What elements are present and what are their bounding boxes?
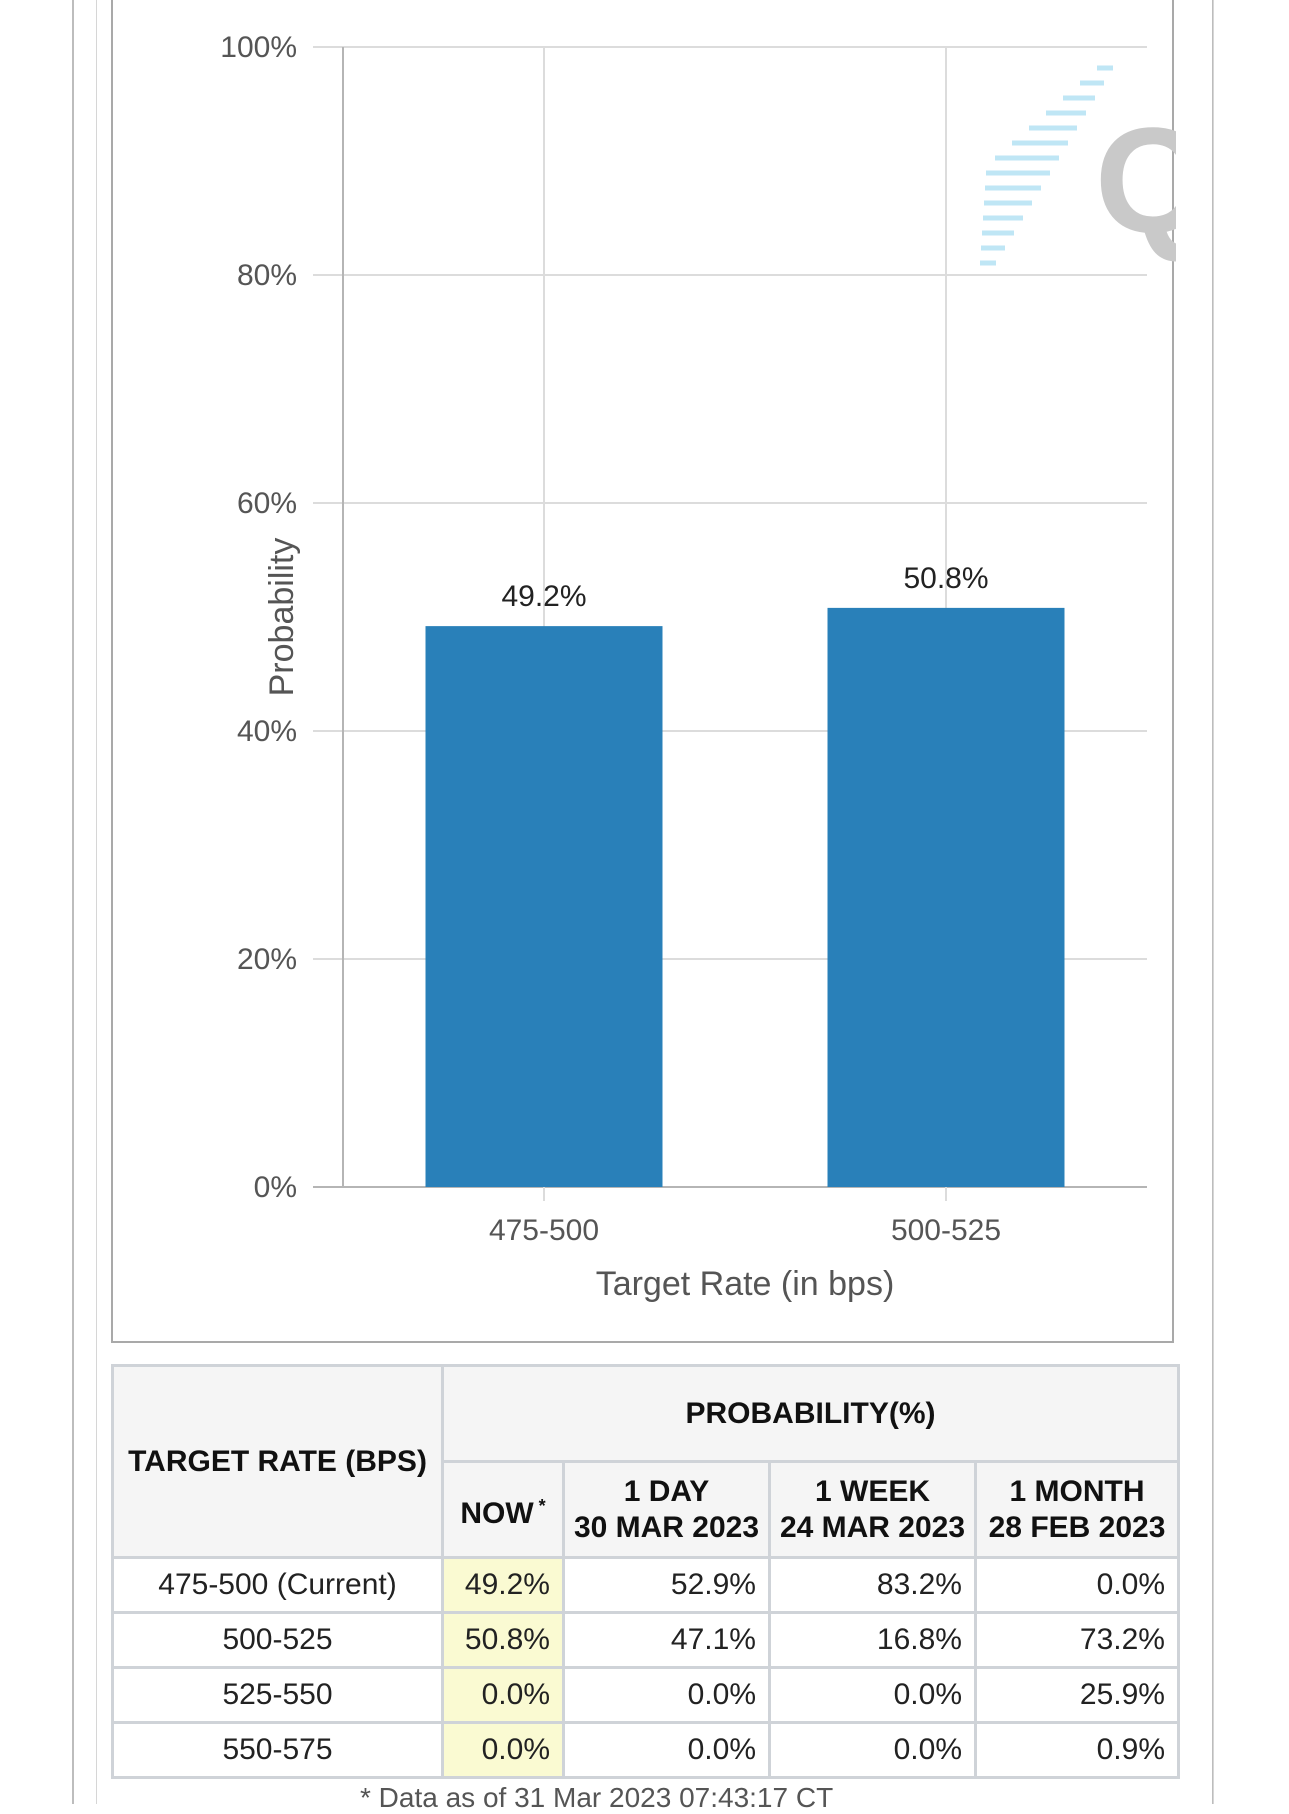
data-timestamp-footnote: * Data as of 31 Mar 2023 07:43:17 CT — [360, 1782, 834, 1813]
column-header-label: NOW — [460, 1496, 534, 1530]
y-tick-label: 0% — [254, 1171, 297, 1204]
bar-500-525 — [827, 607, 1065, 1187]
target-rate-cell: 475-500 (Current) — [111, 1556, 444, 1614]
table-row: 550-575 0.0% 0.0% 0.0% 0.9% — [111, 1721, 1180, 1779]
column-header-label: 1 WEEK — [814, 1474, 931, 1508]
y-tick-label: 40% — [237, 715, 297, 748]
x-axis-title: Target Rate (in bps) — [596, 1265, 895, 1303]
column-header: 1 DAY 30 MAR 2023 — [562, 1460, 771, 1559]
column-header: NOW * — [441, 1460, 565, 1559]
probability-cell: 47.1% — [562, 1611, 771, 1669]
probability-cell: 0.0% — [768, 1666, 977, 1724]
column-header-date: 28 FEB 2023 — [988, 1510, 1166, 1544]
probability-cell: 0.9% — [974, 1721, 1180, 1779]
y-tick-label: 60% — [237, 487, 297, 520]
probability-cell: 73.2% — [974, 1611, 1180, 1669]
x-tick-label: 500-525 — [891, 1214, 1001, 1247]
probability-cell: 0.0% — [768, 1721, 977, 1779]
y-tick-label: 100% — [220, 31, 297, 64]
probability-cell: 0.0% — [562, 1721, 771, 1779]
quikstrike-q-logo-icon: Q — [980, 65, 1176, 266]
probability-header: PROBABILITY(%) — [441, 1364, 1180, 1463]
probability-table: TARGET RATE (BPS) PROBABILITY(%) NOW * 1 … — [111, 1364, 1180, 1779]
y-axis-title: Probability — [263, 538, 301, 697]
probability-cell: 83.2% — [768, 1556, 977, 1614]
target-rate-cell: 500-525 — [111, 1611, 444, 1669]
x-tick-label: 475-500 — [489, 1214, 599, 1247]
table-row: 500-525 50.8% 47.1% 16.8% 73.2% — [111, 1611, 1180, 1669]
column-header: 1 WEEK 24 MAR 2023 — [768, 1460, 977, 1559]
probability-cell: 0.0% — [974, 1556, 1180, 1614]
bar-475-500 — [425, 626, 663, 1187]
probability-bar-chart: 0% 20% 40% 60% 80% 100% Q 49.2% 475-500 50.8% 500-… — [220, 31, 1176, 1303]
table-row: 475-500 (Current) 49.2% 52.9% 83.2% 0.0% — [111, 1556, 1180, 1614]
table-row: 525-550 0.0% 0.0% 0.0% 25.9% — [111, 1666, 1180, 1724]
target-rate-header: TARGET RATE (BPS) — [111, 1364, 444, 1559]
y-tick-label: 20% — [237, 943, 297, 976]
column-header-label: 1 DAY — [623, 1474, 710, 1508]
now-probability-cell: 50.8% — [441, 1611, 565, 1669]
probability-cell: 25.9% — [974, 1666, 1180, 1724]
column-header-label: 1 MONTH — [1009, 1474, 1145, 1508]
inner-frame — [96, 0, 1214, 1804]
bar-data-label: 50.8% — [903, 562, 988, 595]
probability-cell: 16.8% — [768, 1611, 977, 1669]
column-header: 1 MONTH 28 FEB 2023 — [974, 1460, 1180, 1559]
probability-cell: 0.0% — [562, 1666, 771, 1724]
target-rate-cell: 525-550 — [111, 1666, 444, 1724]
chart-panel: 0% 20% 40% 60% 80% 100% Q 49.2% 475-500 50.8% 500-… — [111, 0, 1176, 1343]
probability-table-container: TARGET RATE (BPS) PROBABILITY(%) NOW * 1 … — [111, 1364, 1180, 1779]
bar-data-label: 49.2% — [501, 580, 586, 613]
now-probability-cell: 0.0% — [441, 1666, 565, 1724]
probability-cell: 52.9% — [562, 1556, 771, 1614]
target-rate-cell: 550-575 — [111, 1721, 444, 1779]
now-probability-cell: 49.2% — [441, 1556, 565, 1614]
now-probability-cell: 0.0% — [441, 1721, 565, 1779]
column-header-date: 30 MAR 2023 — [573, 1510, 760, 1544]
column-header-date: 24 MAR 2023 — [779, 1510, 966, 1544]
svg-text:Q: Q — [1095, 96, 1176, 264]
y-tick-label: 80% — [237, 259, 297, 292]
asterisk-marker: * — [533, 1495, 546, 1516]
